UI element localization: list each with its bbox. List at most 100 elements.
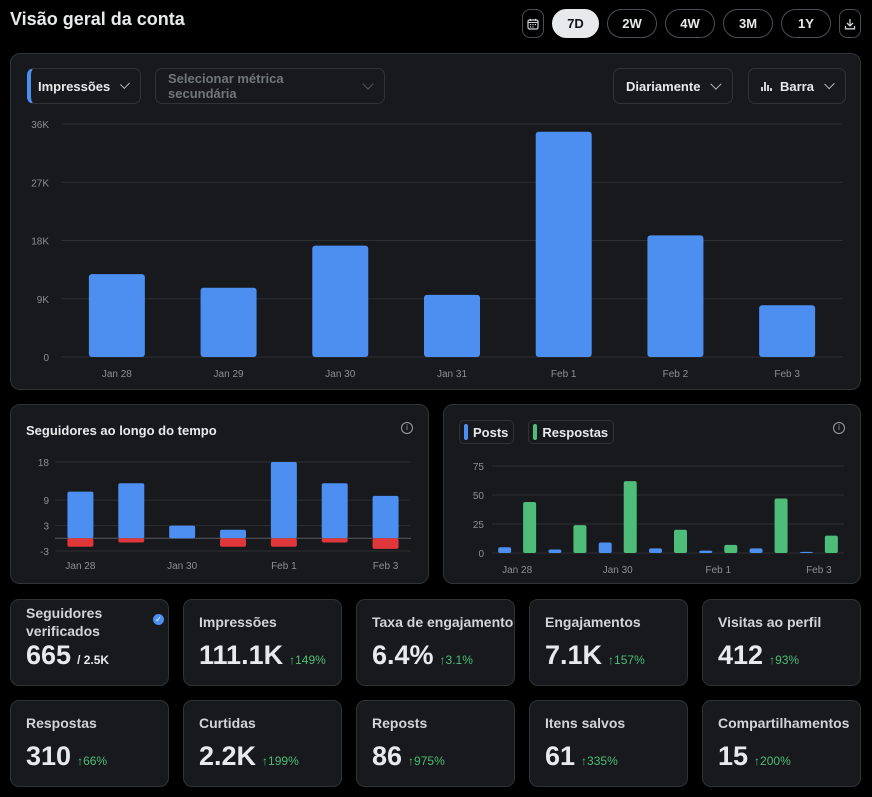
stat-card-replies[interactable]: Respostas 310 ↑66% (10, 700, 169, 787)
y-tick-label: 25 (473, 520, 485, 531)
stat-label: Visitas ao perfil (718, 614, 822, 630)
gain-bar (220, 529, 246, 539)
x-tick-label: Feb 3 (373, 561, 399, 572)
stat-change: ↑66% (77, 754, 108, 768)
chart-type-label: Barra (780, 78, 814, 94)
stat-value: 15 (718, 741, 749, 771)
stat-card-likes[interactable]: Curtidas 2.2K ↑199% (183, 700, 342, 787)
x-tick-label: Feb 1 (551, 369, 577, 380)
y-tick-label: 0 (43, 353, 49, 364)
impressions-chart-panel: Impressões Selecionar métrica secundária… (10, 53, 861, 390)
range-1y-button[interactable]: 1Y (781, 9, 831, 38)
stat-card-impressions[interactable]: Impressões 111.1K ↑149% (183, 599, 342, 686)
info-icon[interactable]: i (401, 422, 413, 434)
gain-bar (372, 495, 399, 539)
stat-card-engagement-rate[interactable]: Taxa de engajamento 6.4% ↑3.1% (356, 599, 515, 686)
download-icon[interactable] (839, 9, 861, 38)
y-tick-label: 36K (31, 120, 49, 131)
stat-label: Itens salvos (545, 715, 626, 731)
impressions-bar-chart: 0 9K 18K 27K 36K Jan 28 Jan 29 Jan 30 Jan 31 Feb … (31, 120, 843, 380)
stat-label: Reposts (372, 715, 428, 731)
posts-bar (548, 549, 562, 553)
y-tick-label: 9 (43, 496, 49, 507)
x-tick-label: Feb 1 (705, 565, 731, 576)
loss-bar (270, 538, 297, 547)
loss-bar (67, 538, 94, 547)
y-tick-label: 3 (43, 522, 49, 533)
stat-label: Curtidas (199, 715, 256, 731)
x-tick-label: Feb 2 (663, 369, 689, 380)
stat-change: ↑335% (581, 754, 618, 768)
range-3m-button[interactable]: 3M (723, 9, 773, 38)
stat-label: Seguidores verificados (26, 605, 103, 639)
frequency-dropdown[interactable]: Diariamente (613, 68, 733, 104)
secondary-metric-dropdown[interactable]: Selecionar métrica secundária (155, 68, 385, 104)
stat-label: Compartilhamentos (718, 715, 850, 731)
posts-bar (799, 551, 813, 553)
posts-bar (498, 547, 512, 553)
legend-posts-label: Posts (473, 424, 509, 440)
x-tick-label: Jan 31 (437, 369, 467, 380)
x-tick-label: Jan 28 (102, 369, 132, 380)
stat-value: 7.1K (545, 640, 603, 670)
page-title: Visão geral da conta (10, 9, 185, 29)
stat-total: / 2.5K (77, 653, 110, 667)
loss-bar (220, 538, 246, 547)
stat-card-bookmarks[interactable]: Itens salvos 61 ↑335% (529, 700, 688, 787)
secondary-metric-placeholder: Selecionar métrica secundária (168, 71, 284, 101)
stat-value: 412 (718, 640, 764, 670)
calendar-icon[interactable] (522, 9, 544, 38)
primary-metric-label: Impressões (38, 78, 111, 94)
y-tick-label: 9K (37, 295, 50, 306)
info-icon[interactable]: i (833, 422, 845, 434)
stat-change: ↑3.1% (439, 653, 473, 667)
stat-label: Impressões (199, 614, 277, 630)
y-tick-label: 75 (473, 462, 485, 473)
legend-posts-swatch (464, 424, 468, 440)
posts-replies-panel: Posts Respostas i 0 25 50 75 Jan 28 Jan 30 Feb… (443, 404, 861, 584)
stat-change: ↑199% (262, 754, 299, 768)
frequency-label: Diariamente (626, 78, 701, 94)
stat-value: 2.2K (199, 741, 257, 771)
stat-value: 61 (545, 741, 576, 771)
y-tick-label: 50 (473, 491, 485, 502)
y-tick-label: 0 (478, 549, 484, 560)
verified-badge-icon: ✓ (153, 614, 164, 625)
legend-replies[interactable]: Respostas (528, 420, 615, 444)
stat-change: ↑157% (608, 653, 645, 667)
x-tick-label: Feb 1 (271, 561, 297, 572)
stat-card-verified-followers[interactable]: Seguidores verificados ✓ 665 / 2.5K (10, 599, 169, 686)
primary-metric-dropdown[interactable]: Impressões (27, 68, 141, 104)
range-4w-button[interactable]: 4W (665, 9, 715, 38)
stat-card-shares[interactable]: Compartilhamentos 15 ↑200% (702, 700, 861, 787)
posts-replies-legend: Posts Respostas (459, 420, 615, 444)
stat-card-profile-visits[interactable]: Visitas ao perfil 412 ↑93% (702, 599, 861, 686)
stat-card-reposts[interactable]: Reposts 86 ↑975% (356, 700, 515, 787)
legend-replies-label: Respostas (542, 424, 609, 440)
x-tick-label: Jan 29 (214, 369, 244, 380)
stat-value: 310 (26, 741, 72, 771)
stat-value: 111.1K (199, 640, 284, 670)
posts-bar (598, 542, 612, 553)
loss-bar (372, 538, 399, 549)
bar (88, 274, 145, 357)
stat-change: ↑93% (769, 653, 800, 667)
legend-posts[interactable]: Posts (459, 420, 515, 444)
y-tick-label: -3 (40, 547, 49, 558)
chart-type-dropdown[interactable]: Barra (748, 68, 846, 104)
posts-bar (749, 548, 763, 553)
stat-value: 86 (372, 741, 403, 771)
stat-card-engagements[interactable]: Engajamentos 7.1K ↑157% (529, 599, 688, 686)
posts-replies-bar-chart: 0 25 50 75 Jan 28 Jan 30 Feb 1 Feb 3 (473, 462, 844, 576)
stat-label: Taxa de engajamento (372, 614, 514, 630)
bar (759, 305, 816, 357)
bar (424, 294, 480, 357)
range-7d-button[interactable]: 7D (552, 9, 599, 38)
range-2w-button[interactable]: 2W (607, 9, 657, 38)
posts-bar (699, 550, 713, 553)
followers-panel-title: Seguidores ao longo do tempo (26, 423, 217, 438)
gain-bar (118, 483, 145, 539)
replies-bar (674, 529, 687, 553)
loss-bar (118, 538, 145, 543)
x-tick-label: Jan 28 (65, 561, 95, 572)
